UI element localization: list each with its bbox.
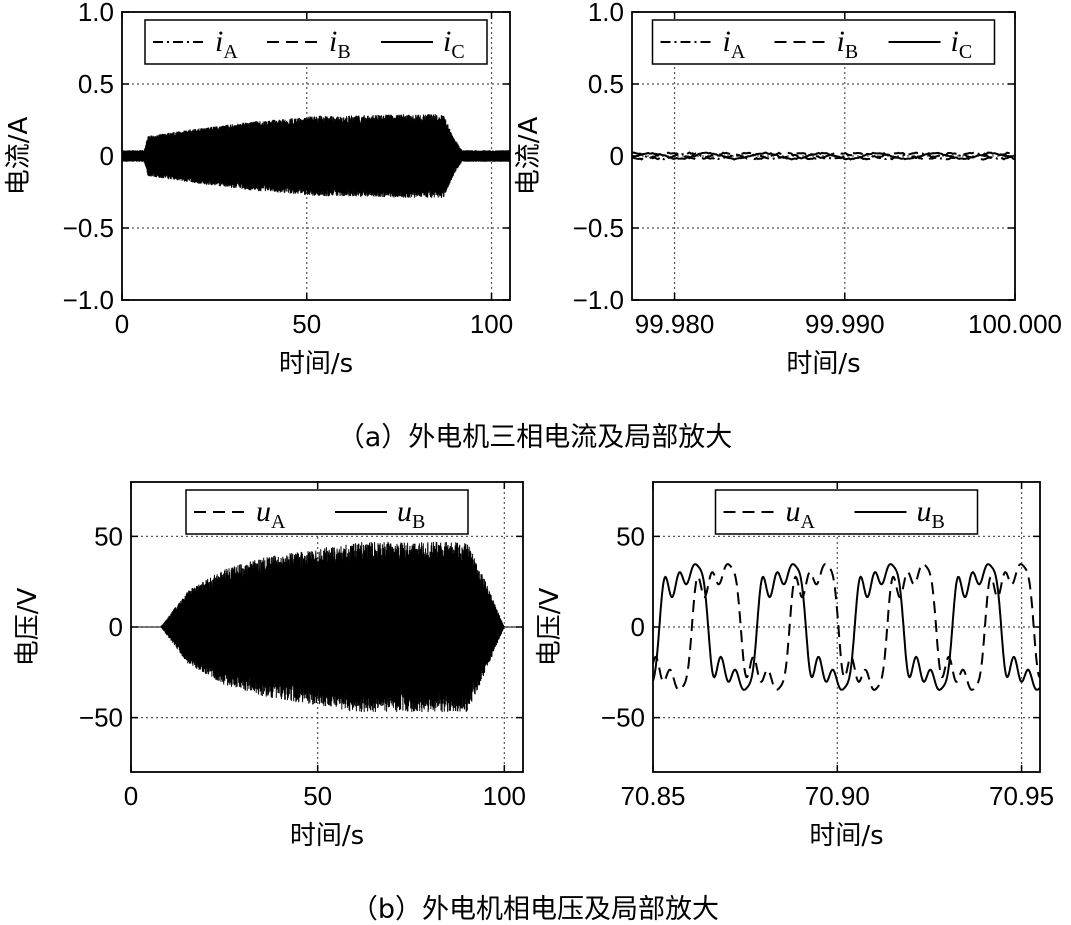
y-tick-label: 0 [610,141,624,171]
x-tick-label: 99.990 [805,309,885,339]
legend: uA uB [185,489,469,535]
series-line-uB [131,541,523,713]
series-line-uA [653,563,1040,691]
x-axis-label: 时间/s [279,349,353,379]
x-axis-label: 时间/s [809,821,883,851]
caption-b: （b）外电机相电压及局部放大 [351,894,719,925]
y-tick-label: −0.5 [573,213,624,243]
x-tick-label: 70.85 [620,781,685,811]
y-tick-label: 0.5 [78,69,114,99]
chart-a-right: 99.980 99.990 100.000 1.0 0.5 0 −0.5 −1.0 时间/s 电流… [514,0,1062,379]
traces [131,541,523,713]
y-tick-label: −50 [601,703,645,733]
traces [653,563,1040,691]
legend-label: iA [215,25,238,63]
y-tick-label: 50 [94,521,123,551]
caption-a: （a）外电机三相电流及局部放大 [338,422,733,453]
y-tick-label: 0.5 [588,69,624,99]
legend-label: uA [256,495,286,533]
x-tick-label: 70.95 [989,781,1054,811]
y-tick-label: −1.0 [63,285,114,315]
legend: iA iB iC [651,19,996,65]
legend: uA uB [714,489,979,535]
x-tick-label: 100 [483,781,526,811]
series-line-iA [632,151,1015,161]
chart-a-left: 0 50 100 1.0 0.5 0 −0.5 −1.0 时间/s 电流/A iA iB iC [4,0,513,379]
x-axis-label: 时间/s [290,821,364,851]
x-tick-label: 0 [115,309,129,339]
y-axis-label: 电流/A [514,117,544,196]
y-tick-label: −0.5 [63,213,114,243]
legend-label: uA [786,495,816,533]
x-tick-label: 100.000 [968,309,1062,339]
legend-label: uB [397,495,425,533]
traces [122,114,510,198]
y-tick-label: 1.0 [78,0,114,27]
chart-b-right: 70.85 70.90 70.95 50 0 −50 时间/s 电压/V uA uB [535,481,1054,851]
y-tick-label: 0 [631,612,645,642]
legend-box [714,489,979,535]
series-line-uB [653,563,1040,691]
chart-b-left: 0 50 100 50 0 −50 时间/s 电压/V uA uB [13,481,526,851]
y-tick-label: −1.0 [573,285,624,315]
x-axis-label: 时间/s [786,349,860,379]
x-tick-label: 0 [124,781,138,811]
legend-label: iB [837,25,859,63]
legend-label: iA [723,25,746,63]
x-tick-label: 99.980 [635,309,715,339]
y-tick-label: 1.0 [588,0,624,27]
x-tick-label: 50 [292,309,321,339]
x-tick-label: 50 [303,781,332,811]
traces [632,151,1015,161]
legend-label: iB [329,25,351,63]
y-tick-label: 0 [100,141,114,171]
legend-label: iC [443,25,465,63]
legend: iA iB iC [144,19,488,65]
legend-label: uB [917,495,945,533]
legend-label: iC [951,25,973,63]
x-tick-label: 100 [470,309,513,339]
legend-box [185,489,469,535]
y-axis-label: 电压/V [535,588,565,667]
y-tick-label: −50 [79,703,123,733]
series-line-iC [632,151,1015,161]
series-line-iB [632,151,1015,161]
y-tick-label: 0 [109,612,123,642]
series-line-iC [122,114,510,198]
x-tick-label: 70.90 [805,781,870,811]
y-axis-label: 电流/A [4,117,34,196]
y-tick-label: 50 [616,521,645,551]
y-axis-label: 电压/V [13,588,43,667]
